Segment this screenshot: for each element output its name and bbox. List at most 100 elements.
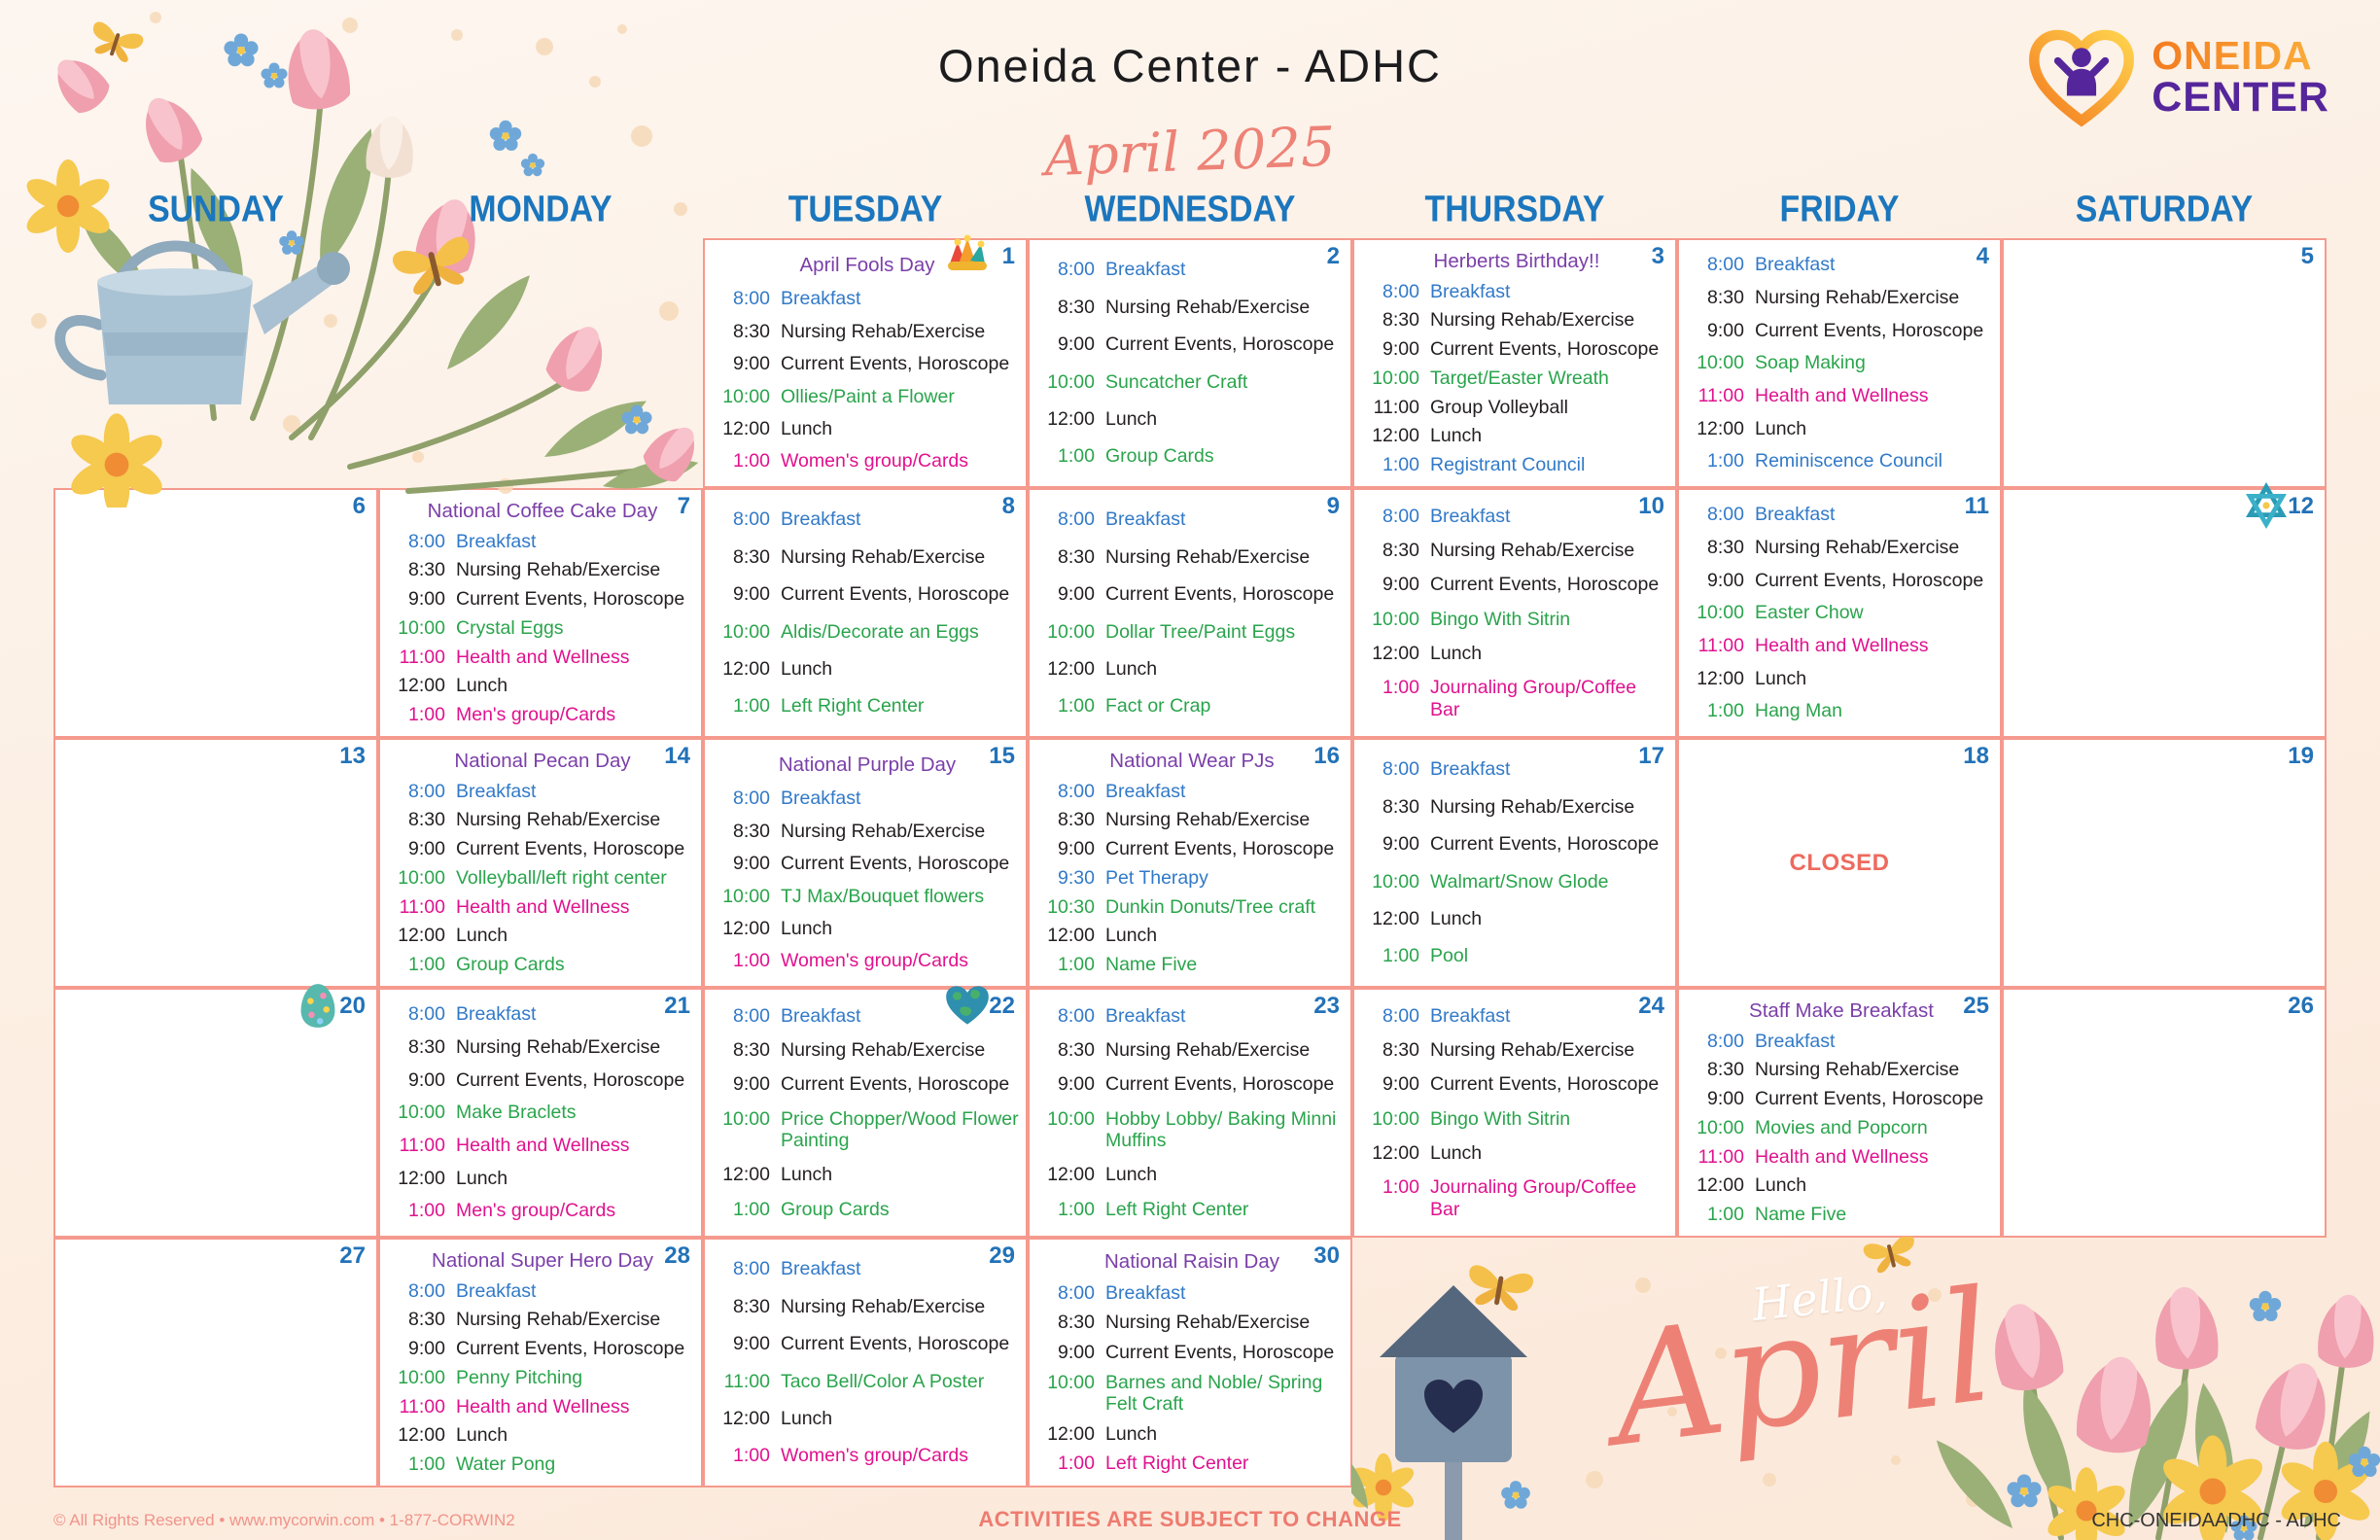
event-time: 8:00 [408,780,445,802]
floral-artwork-top-left [0,12,708,508]
closed-label: CLOSED [1789,849,1890,876]
cell-content: National Coffee Cake Day 8:00 Breakfast 8:3… [390,493,695,733]
event-row: 12:00 Lunch [1039,1164,1345,1185]
event-time: 1:00 [733,695,770,718]
calendar-cell-april-27: 27 [53,1238,378,1488]
event-row: 8:30 Nursing Rehab/Exercise [1039,1312,1345,1333]
event-text: Nursing Rehab/Exercise [1755,286,1960,308]
event-text: Suncatcher Craft [1105,370,1248,393]
event-text: Lunch [1105,1422,1158,1445]
date-number: 11 [1964,493,1989,519]
event-row: 8:00 Breakfast [1689,254,1994,275]
event-time: 8:00 [1382,1004,1419,1027]
event-time: 10:00 [398,866,445,889]
event-row: 9:00 Current Events, Horoscope [390,1069,695,1091]
day-special-title: National Purple Day [778,753,957,777]
date-number: 30 [1313,1242,1340,1269]
event-time: 1:00 [1058,695,1095,718]
calendar-cell-april-17: 17 8:00 Breakfast 8:30 Nursing Rehab/Exercis… [1352,738,1677,988]
easter-egg-icon [295,982,341,1029]
date-number: 7 [677,493,690,519]
date-number: 5 [2300,243,2314,269]
event-row: 8:30 Nursing Rehab/Exercise [390,1309,695,1330]
event-text: Nursing Rehab/Exercise [1105,1312,1311,1334]
event-row: 11:00 Health and Wellness [390,647,695,668]
day-header-thursday: THURSDAY [1424,187,1605,230]
day-special-title: Herberts Birthday!! [1433,250,1600,273]
event-text: Lunch [1105,925,1158,947]
event-row: 12:00 Lunch [1039,925,1345,946]
event-time: 8:00 [1058,1281,1095,1304]
event-row: 9:00 Current Events, Horoscope [715,1333,1020,1354]
calendar-cell-april-26: 26 [2002,988,2327,1238]
event-text: Current Events, Horoscope [1755,1088,1984,1110]
event-time: 1:00 [1382,945,1419,967]
event-text: Nursing Rehab/Exercise [1105,545,1311,568]
date-number: 6 [352,493,366,519]
event-text: Breakfast [1430,505,1511,527]
event-row: 8:00 Breakfast [1364,1005,1669,1027]
event-time: 10:00 [1697,602,1744,624]
cell-content: Staff Make Breakfast 8:00 Breakfast 8:30 Nur… [1689,993,1994,1233]
event-time: 8:00 [733,508,770,531]
event-time: 8:30 [733,320,770,342]
event-row: 1:00 Women's group/Cards [715,950,1020,971]
event-text: Lunch [781,417,833,439]
event-time: 1:00 [408,1200,445,1222]
date-number: 19 [2288,743,2314,769]
event-time: 8:00 [1707,504,1744,526]
page-title: Oneida Center - ADHC [937,40,1443,91]
event-text: Current Events, Horoscope [781,583,1010,606]
event-row: 1:00 Hang Man [1689,700,1994,721]
event-row: 8:30 Nursing Rehab/Exercise [1364,1039,1669,1061]
event-text: Dollar Tree/Paint Eggs [1105,620,1296,643]
event-time: 8:00 [1382,505,1419,527]
event-row: 1:00 Women's group/Cards [715,1445,1020,1466]
event-row: 9:00 Current Events, Horoscope [390,1338,695,1359]
event-time: 1:00 [408,704,445,726]
calendar-cell-april-11: 11 8:00 Breakfast 8:30 Nursing Rehab/Exercis… [1677,488,2002,738]
event-text: Current Events, Horoscope [456,588,685,611]
cell-content: 8:00 Breakfast 8:30 Nursing Rehab/Exercise 9… [390,993,695,1233]
event-row: 10:00 Soap Making [1689,352,1994,373]
event-text: Current Events, Horoscope [456,1068,685,1091]
date-number: 28 [664,1242,690,1269]
event-row: 11:00 Health and Wellness [390,896,695,918]
event-row: 12:00 Lunch [390,1424,695,1446]
calendar-cell-april-6: 6 [53,488,378,738]
event-time: 12:00 [1697,667,1744,689]
event-text: Nursing Rehab/Exercise [1755,1059,1960,1081]
date-number: 21 [664,993,690,1019]
event-time: 12:00 [1372,1141,1419,1164]
event-time: 10:00 [1047,1107,1095,1130]
event-time: 1:00 [408,1453,445,1476]
event-time: 10:00 [722,385,770,407]
event-time: 12:00 [722,658,770,680]
event-time: 9:00 [1707,1088,1744,1110]
event-row: 10:00 Target/Easter Wreath [1364,368,1669,389]
date-number: 3 [1651,243,1664,269]
event-text: Nursing Rehab/Exercise [1755,536,1960,558]
day-special-title: National Wear PJs [1109,750,1275,773]
calendar-cell-april-1: 1 April Fools Day 8:00 Breakfast 8:30 Nursing… [703,234,1028,488]
event-time: 8:30 [1382,795,1419,818]
event-row: 12:00 Lunch [715,418,1020,439]
event-time: 1:00 [1382,677,1419,699]
event-row: 9:00 Current Events, Horoscope [1689,570,1994,591]
event-row: 10:00 Price Chopper/Wood Flower Painting [715,1108,1020,1152]
event-text: Current Events, Horoscope [1105,333,1335,356]
event-time: 10:00 [398,1102,445,1124]
event-text: Lunch [781,658,833,680]
event-row: 8:00 Breakfast [1039,1282,1345,1304]
event-row: 8:30 Nursing Rehab/Exercise [1039,297,1345,318]
event-time: 1:00 [1382,454,1419,476]
event-text: Name Five [1755,1204,1847,1226]
event-text: Lunch [1105,1164,1158,1186]
event-time: 9:00 [1058,1341,1095,1363]
event-text: Crystal Eggs [456,616,564,639]
cell-content: 8:00 Breakfast 8:30 Nursing Rehab/Exercise 9… [1364,993,1669,1233]
event-row: 8:30 Nursing Rehab/Exercise [1689,1059,1994,1080]
event-time: 12:00 [1047,1422,1095,1445]
event-text: Bingo With Sitrin [1430,1107,1571,1130]
event-text: Nursing Rehab/Exercise [1430,540,1635,562]
